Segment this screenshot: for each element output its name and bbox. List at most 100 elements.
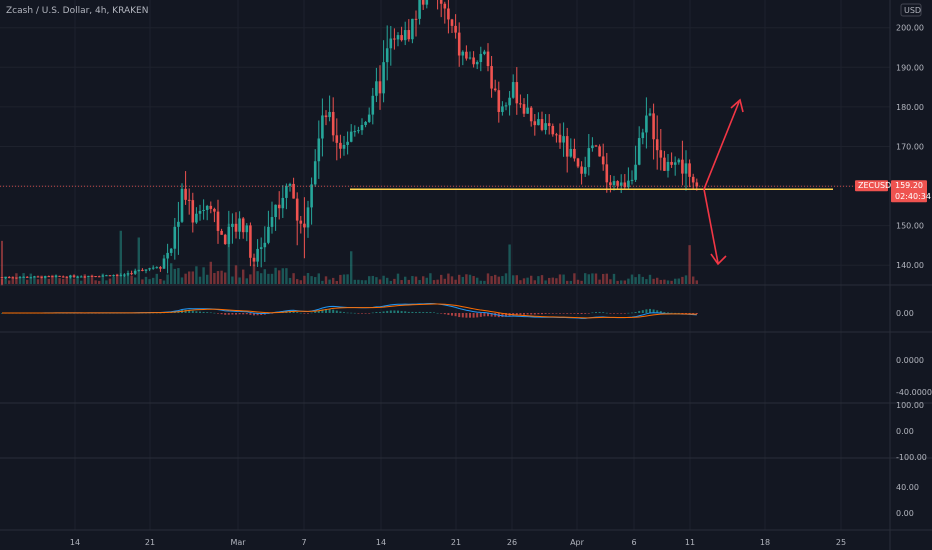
candle [673,162,677,165]
price-tick-label: 190.00 [896,63,924,72]
volume-bar [134,277,137,284]
volume-bar [378,279,382,284]
volume-bar [260,273,263,284]
macd-histogram-bar [425,312,428,313]
macd-histogram-bar [307,313,309,314]
indicator-tick-label: 100.00 [896,401,924,410]
macd-histogram-bar [598,312,601,313]
candle [263,242,267,248]
macd-histogram-bar [577,313,579,314]
volume-bar [231,276,234,284]
candle [331,111,335,136]
volume-bar [663,279,666,284]
macd-histogram-bar [677,312,680,314]
volume-bar [166,274,169,284]
price-tick-label: 180.00 [896,103,924,112]
candle [443,3,447,9]
candle [123,274,126,276]
macd-histogram-bar [393,310,396,313]
candle [324,115,328,118]
volume-bar [47,278,50,284]
volume-bar [148,279,151,284]
candle [544,123,547,130]
candle [407,30,411,40]
candle [634,164,637,180]
candle [144,269,148,271]
candle [295,198,299,221]
volume-bar [450,276,454,284]
candle [137,269,141,271]
macd-histogram-bar [609,313,612,314]
indicator-tick-label: 0.00 [896,309,914,318]
macd-histogram-bar [616,313,619,314]
macd-histogram-bar [364,313,367,314]
candle [666,161,670,171]
time-axis[interactable]: 14 21 Mar 7 14 21 26 Apr 6 11 18 25 [70,538,846,547]
volume-bar [339,274,342,284]
candle [342,144,346,149]
volume-bar [80,280,83,284]
volume-bar [317,273,320,284]
volume-bar [126,274,130,284]
volume-bar [173,268,176,284]
candle [36,276,40,278]
candle [238,218,241,232]
candle [76,276,79,278]
price-axis[interactable]: 200.00190.00180.00170.00160.00150.00140.… [896,3,932,518]
macd-histogram-bar [627,312,630,314]
indicator-tick-label: -40.0000 [896,388,932,397]
volume-bar [98,280,101,284]
candle [234,223,238,232]
candle [155,267,159,269]
candle [90,275,94,277]
candle [573,148,576,159]
candle [681,159,684,174]
candle [15,277,18,279]
candle [468,57,472,59]
volume-bar [533,280,536,284]
volume-bar [612,273,616,284]
macd-histogram-bar [361,313,363,314]
macd-histogram-bar [386,310,389,313]
macd-histogram-bar [371,312,374,314]
volume-bar [130,275,133,284]
candle [65,276,69,278]
candle [580,166,583,174]
volume-bar [569,280,572,284]
macd-histogram-bar [357,313,360,314]
volume-bar [645,279,648,284]
candle [562,136,565,143]
candle [69,275,72,278]
macd-histogram-bar [188,309,191,313]
candle [101,275,105,277]
volume-bar [472,276,475,284]
volume-bar [587,274,590,284]
volume-bar [249,274,252,284]
volume-bar [515,275,518,284]
candle [450,19,454,26]
volume-bar [371,275,374,284]
macd-histogram-bar [429,312,432,313]
volume-bar [555,278,558,284]
volume-bar [256,271,259,284]
macd-histogram-bar [458,313,461,318]
macd-histogram-bar [249,313,252,315]
macd-histogram-bar [623,313,626,314]
volume-bars [0,223,698,284]
volume-bar [566,280,569,284]
macd-histogram-bar [253,313,255,316]
candle [213,208,216,212]
macd-histogram-bar [523,313,525,315]
macd-histogram-bar [335,310,338,313]
volume-bar [234,265,238,284]
candle [83,276,87,278]
volume-bar [494,274,497,284]
volume-bar [105,280,108,284]
macd-histogram-bar [472,313,475,318]
macd-histogram-bar [631,312,633,314]
volume-bar [432,280,436,284]
volume-bar [591,273,594,284]
macd-histogram-bar [350,312,353,314]
volume-bar [123,274,126,284]
